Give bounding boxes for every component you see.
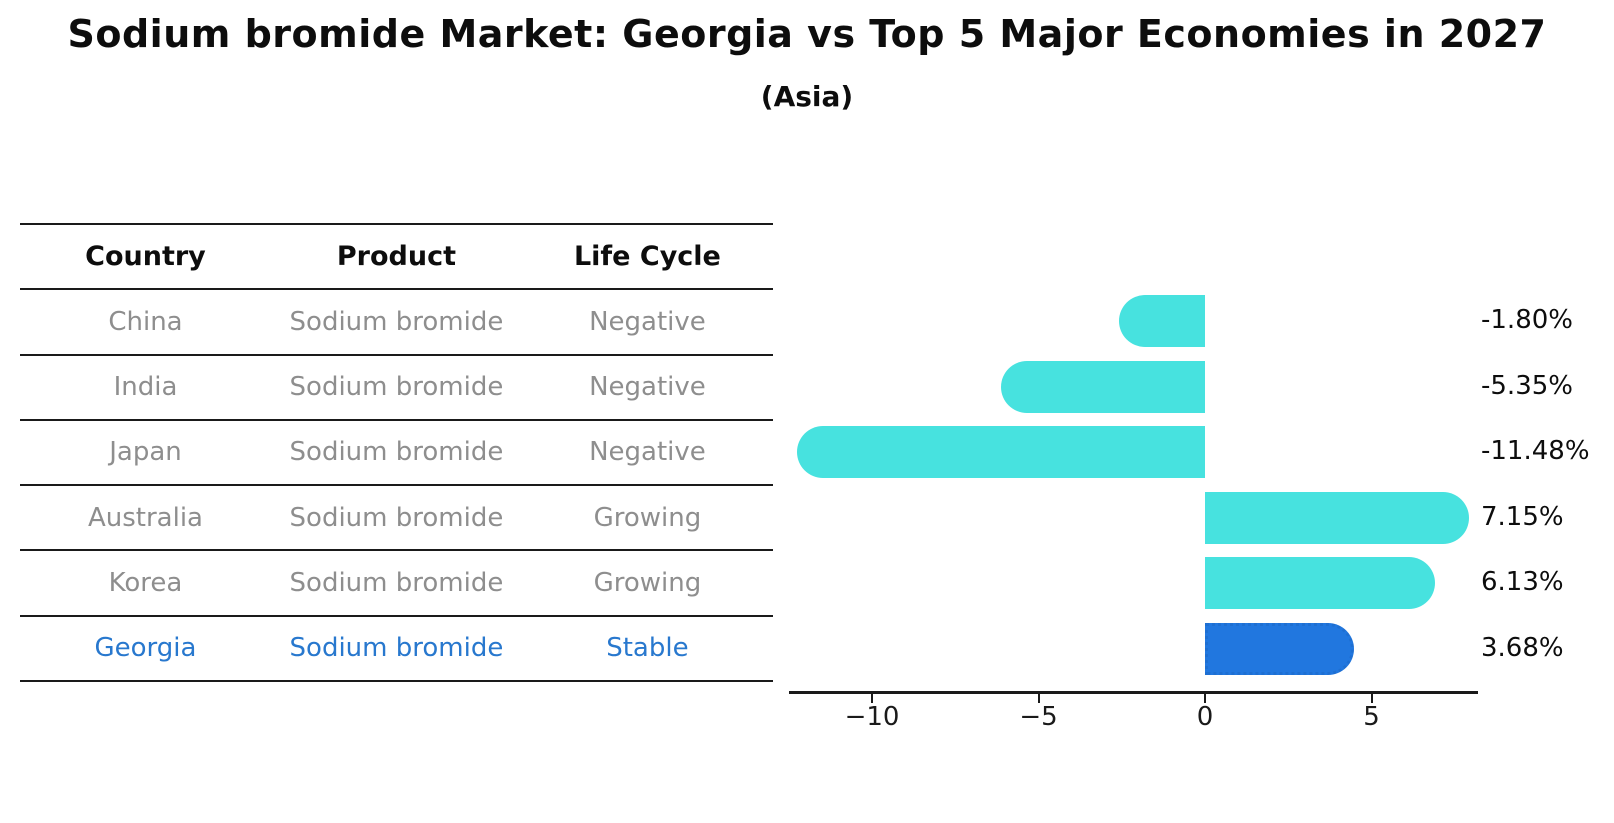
cell-product: Sodium bromide xyxy=(289,633,504,664)
value-label-korea: 6.13% xyxy=(1481,567,1564,598)
x-axis-tick xyxy=(1370,693,1373,703)
x-axis-tick xyxy=(1204,693,1206,703)
cell-country: Georgia xyxy=(94,633,197,664)
col-header-product: Product xyxy=(336,241,457,273)
value-label-japan: -11.48% xyxy=(1481,436,1590,467)
table-row-india: India Sodium bromide Negative xyxy=(20,353,773,419)
cell-product: Sodium bromide xyxy=(289,306,504,337)
col-header-life-cycle: Life Cycle xyxy=(573,241,721,273)
value-label-india: -5.35% xyxy=(1481,370,1573,401)
table-row-georgia: Georgia Sodium bromide Stable xyxy=(20,614,773,680)
cell-product: Sodium bromide xyxy=(289,437,504,468)
bar-china xyxy=(1119,295,1205,347)
country-table: Country Product Life Cycle China Sodium … xyxy=(20,223,773,682)
table-row-australia: Australia Sodium bromide Growing xyxy=(20,484,773,549)
bar-india xyxy=(1000,360,1205,413)
value-label-china: -1.80% xyxy=(1481,305,1573,335)
cell-product: Sodium bromide xyxy=(289,372,504,403)
table-row-japan: Japan Sodium bromide Negative xyxy=(20,418,773,484)
chart-title: Sodium bromide Market: Georgia vs Top 5 … xyxy=(67,12,1547,56)
x-axis-tick xyxy=(871,693,873,703)
cell-country: Japan xyxy=(109,437,182,468)
bar-georgia xyxy=(1205,623,1354,675)
cell-country: China xyxy=(108,306,183,337)
table-row-korea: Korea Sodium bromide Growing xyxy=(20,549,773,614)
bar-japan xyxy=(796,426,1205,479)
cell-product: Sodium bromide xyxy=(289,502,504,533)
cell-product: Sodium bromide xyxy=(289,568,504,599)
cell-life-cycle: Stable xyxy=(606,633,689,664)
x-tick-label: 5 xyxy=(1363,702,1380,732)
chart-subtitle: (Asia) xyxy=(760,80,854,113)
cell-life-cycle: Negative xyxy=(589,306,706,337)
x-tick-label: −5 xyxy=(1019,702,1058,732)
col-header-country: Country xyxy=(85,241,206,273)
cell-life-cycle: Negative xyxy=(589,372,706,403)
cell-life-cycle: Growing xyxy=(593,502,702,533)
bar-korea xyxy=(1205,557,1436,610)
x-axis-line xyxy=(789,691,1478,694)
cell-country: Korea xyxy=(108,568,183,599)
value-label-australia: 7.15% xyxy=(1481,501,1564,532)
cell-life-cycle: Growing xyxy=(593,568,702,599)
cell-country: India xyxy=(113,372,178,403)
value-label-georgia: 3.68% xyxy=(1481,633,1564,663)
x-tick-label: 0 xyxy=(1196,702,1214,732)
table-row-china: China Sodium bromide Negative xyxy=(20,288,773,353)
table-header-row: Country Product Life Cycle xyxy=(20,223,773,288)
bar-australia xyxy=(1205,491,1470,544)
x-axis-tick xyxy=(1037,693,1040,703)
cell-life-cycle: Negative xyxy=(589,437,706,468)
cell-country: Australia xyxy=(87,502,203,533)
x-tick-label: −10 xyxy=(844,702,900,732)
